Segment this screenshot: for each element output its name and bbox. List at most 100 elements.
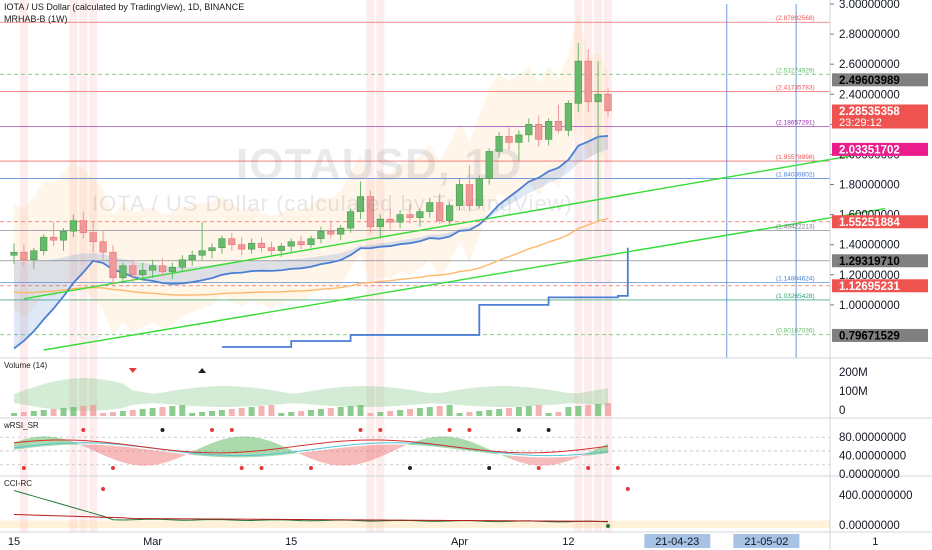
rsi-fill-segment	[370, 444, 381, 461]
time-axis-date-tag[interactable]	[644, 534, 711, 548]
rsi-trough-marker	[111, 466, 115, 470]
volume-axis-label: 0	[839, 405, 845, 417]
volume-bar	[397, 410, 404, 416]
volume-bar	[496, 409, 503, 416]
indicator-title[interactable]: MRHAB-B (1W)	[4, 14, 68, 24]
rsi-fill-segment	[410, 439, 420, 446]
volume-area	[14, 378, 608, 411]
rsi-peak-marker	[229, 428, 234, 432]
candle	[426, 202, 434, 212]
level-label: (2.87892568)	[776, 15, 815, 22]
volume-pane-title[interactable]: Volume (14)	[4, 361, 48, 370]
volume-bar	[159, 407, 166, 416]
volume-bar	[575, 406, 582, 416]
time-axis-date-tag[interactable]	[733, 534, 800, 548]
cci-axis-label: 0.00000000	[839, 520, 900, 532]
cci-line	[13, 490, 609, 523]
volume-bar	[407, 409, 413, 416]
volume-bar	[535, 405, 542, 416]
candle	[178, 259, 186, 268]
rsi-fill-segment	[172, 452, 183, 461]
trendline[interactable]	[23, 149, 886, 300]
rsi-peak-marker	[447, 428, 452, 432]
rsi-fill-segment	[528, 456, 539, 466]
candle	[307, 238, 315, 245]
volume-bar	[298, 411, 305, 416]
session-highlight	[376, 0, 385, 532]
rsi-trough-marker	[408, 466, 412, 470]
volume-bar	[317, 409, 324, 416]
volume-bar	[515, 407, 522, 416]
candle	[20, 251, 28, 261]
candle	[10, 251, 18, 256]
volume-bar	[506, 408, 512, 416]
price-tag-value: 1.55251884	[839, 217, 900, 229]
session-highlight	[574, 0, 583, 532]
candle	[475, 178, 483, 206]
volume-bar	[486, 410, 493, 416]
rsi-trend-line	[13, 439, 609, 454]
rsi-trough-marker	[536, 466, 541, 470]
rsi-axis-label: 0.00000000	[839, 469, 900, 481]
rsi-fill-segment	[390, 444, 401, 453]
level-label: (2.53274929)	[776, 67, 815, 74]
rsi-peak-marker	[81, 428, 86, 432]
volume-bar	[308, 410, 314, 416]
candle	[604, 93, 612, 112]
candle	[109, 251, 117, 279]
rsi-peak-marker	[378, 428, 383, 432]
candle	[337, 227, 345, 235]
volume-bar	[416, 408, 423, 416]
wrsi-pane-title[interactable]: wRSI_SR	[4, 421, 39, 430]
candle	[317, 230, 325, 239]
rsi-fill-segment	[152, 450, 163, 466]
level-label: (1.14804624)	[776, 276, 815, 283]
rsi-fill-segment	[93, 444, 104, 455]
rsi-fill-segment	[241, 436, 252, 458]
price-axis-label: 3.00000000	[839, 0, 900, 11]
rsi-fill-segment	[291, 449, 302, 455]
candle	[505, 136, 513, 143]
candle	[554, 121, 563, 131]
candle	[79, 220, 87, 233]
volume-bar	[565, 407, 572, 416]
rsi-fill-segment	[340, 446, 351, 466]
rsi-fill-segment	[122, 446, 133, 465]
volume-bar	[605, 403, 611, 416]
volume-bar	[60, 408, 67, 416]
rsi-fill-segment	[113, 445, 123, 463]
rsi-fill-segment	[568, 456, 579, 462]
candle	[218, 238, 226, 249]
candle	[139, 269, 147, 276]
chart-header-title[interactable]: IOTA / US Dollar (calculated by TradingV…	[4, 2, 245, 12]
rsi-fill-segment	[558, 456, 569, 464]
price-tag	[832, 73, 928, 87]
slow-ma-line	[13, 217, 609, 296]
price-tag	[832, 142, 928, 156]
candle	[89, 232, 97, 242]
rsi-fill-segment	[311, 450, 321, 463]
rsi-trough-marker	[21, 466, 26, 470]
price-axis-label: 1.00000000	[839, 300, 900, 312]
candle	[158, 265, 167, 273]
time-axis-label: 1	[872, 536, 878, 548]
time-axis-label: Apr	[451, 536, 468, 548]
candle	[40, 236, 48, 252]
cci-pane-title[interactable]: CCI-RC	[4, 479, 32, 488]
cci-signal-marker	[625, 487, 630, 491]
rsi-fill-segment	[320, 448, 331, 465]
level-label: (1.49422213)	[776, 224, 815, 231]
rsi-axis-label: 40.00000000	[839, 451, 906, 463]
rsi-fill-segment	[231, 436, 242, 458]
volume-bar	[218, 410, 225, 416]
price-tag	[832, 279, 928, 293]
price-tag	[832, 215, 928, 229]
candle	[297, 241, 305, 245]
candle	[574, 60, 582, 104]
candle	[228, 238, 236, 245]
time-axis-date-tag-label: 21-05-02	[744, 536, 788, 548]
session-highlight	[584, 0, 593, 532]
price-tag	[832, 104, 928, 129]
trendline[interactable]	[43, 207, 886, 351]
